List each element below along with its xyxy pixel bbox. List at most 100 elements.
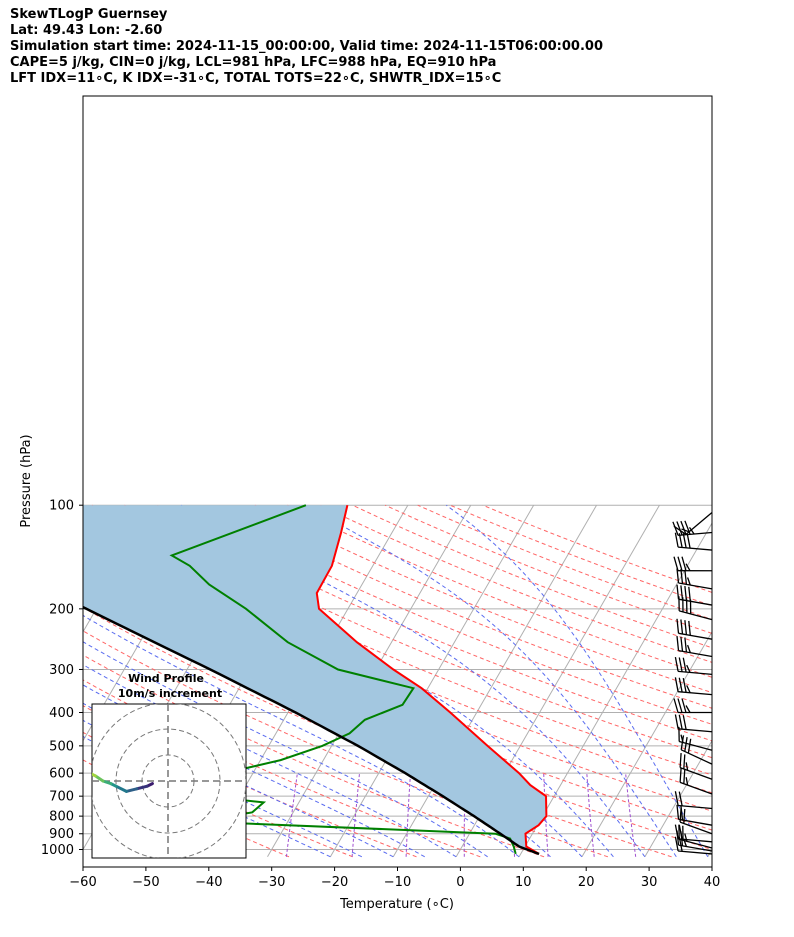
wind-barb-staff [678, 649, 713, 658]
y-tick-label: 100 [49, 499, 74, 514]
wind-barb-feather [688, 586, 691, 602]
dry-adiabat-line [287, 504, 712, 678]
wind-barb [674, 656, 713, 676]
location-line: Lat: 49.43 Lon: -2.60 [10, 23, 163, 38]
wind-barb-staff [678, 850, 713, 855]
hodograph-trace-segment [85, 768, 90, 773]
mixing-ratio-line [351, 773, 360, 857]
dewpoint-line [167, 504, 517, 855]
y-tick-label: 900 [49, 827, 74, 842]
wind-barb-feather [674, 824, 679, 840]
hodograph-trace-segment [135, 784, 149, 791]
x-tick-label: 0 [456, 875, 464, 890]
wind-barb-feather [678, 791, 683, 806]
x-tick-label: −40 [195, 875, 222, 890]
wind-barb [676, 636, 713, 658]
dry-adiabat-line [319, 504, 712, 663]
wind-barb-feather [673, 556, 679, 571]
y-tick-label: 200 [49, 602, 74, 617]
wind-barb-feather [683, 769, 686, 784]
moist-adiabat-line [446, 504, 709, 858]
x-tick-label: 40 [704, 875, 721, 890]
dry-adiabat-line [83, 630, 609, 858]
wind-barb [674, 824, 713, 843]
wind-barb-feather [684, 569, 688, 585]
wind-barb-feather [680, 619, 684, 635]
dry-adiabat-line [83, 584, 712, 851]
dry-adiabat-line [189, 504, 712, 725]
hodograph-subtitle: 10m/s increment [118, 687, 222, 700]
moist-adiabat-line [83, 684, 425, 858]
moist-adiabat-line [180, 504, 646, 858]
hodograph-trace-segment [92, 772, 97, 778]
y-tick-label: 1000 [41, 843, 74, 858]
wind-barb-feather [674, 836, 679, 852]
wind-barb-feather [684, 586, 688, 601]
wind-barb-feather [684, 620, 688, 635]
wind-barb [674, 791, 713, 810]
wind-barb-feather [680, 585, 684, 600]
wind-barb [673, 511, 713, 535]
wind-barb [674, 532, 713, 551]
hodograph-inset: Wind Profile 10m/s increment [85, 672, 247, 859]
y-tick-label: 600 [49, 767, 74, 782]
isotherm-line [329, 504, 535, 858]
cape-fill-area [83, 505, 547, 854]
wind-barb [676, 804, 713, 826]
wind-barb-feather [680, 636, 684, 652]
wind-barb-feather [685, 563, 691, 572]
hodograph-trace-segment [114, 784, 128, 793]
parcel-path-line [83, 605, 540, 856]
moist-adiabat-line [303, 504, 677, 858]
wind-barb-feather [685, 762, 689, 771]
y-tick-label: 800 [49, 810, 74, 825]
axes: −60 −50 −40 −30 −20 −10 0 10 20 30 40 100 200 300 400 5… [41, 499, 720, 890]
wind-barb-feather [681, 556, 687, 571]
wind-barb-feather [674, 677, 679, 692]
x-tick-label: −50 [132, 875, 159, 890]
isotherm-line [392, 504, 597, 858]
wind-barb-staff [678, 728, 713, 733]
wind-barb [676, 618, 713, 640]
hodograph-trace-segment [124, 787, 139, 793]
wind-barb-feather [681, 698, 687, 713]
x-tick-label: 10 [515, 875, 532, 890]
wind-barb-staff [678, 546, 713, 551]
isotherm-line [83, 504, 94, 525]
dry-adiabat-line [254, 504, 712, 694]
wind-barb-feather [680, 520, 687, 535]
wind-barb-feather [678, 824, 683, 840]
y-tick-label: 500 [49, 739, 74, 754]
dry-adiabat-line [221, 504, 712, 709]
wind-barb-feather [674, 714, 679, 729]
isotherm-line [644, 739, 712, 858]
x-tick-label: −10 [384, 875, 411, 890]
wind-barb-staff [678, 844, 713, 852]
mixing-ratio-line [625, 773, 637, 857]
wind-barb-feather [676, 618, 680, 634]
wind-barb [674, 677, 713, 696]
x-tick-label: 30 [641, 875, 658, 890]
isotherm-line [518, 522, 712, 858]
mixing-ratio-line [405, 773, 411, 857]
y-tick-label: 300 [49, 663, 74, 678]
wind-barb [674, 714, 713, 733]
moist-adiabat-line [83, 719, 363, 858]
wind-barb-feather [684, 736, 688, 752]
wind-barb-feather [686, 664, 691, 673]
wind-barb [673, 698, 713, 714]
wind-barb-feather [680, 734, 684, 743]
wind-barb-staff [678, 804, 713, 810]
wind-barb-feather [673, 698, 679, 713]
wind-barb-feather [686, 644, 691, 653]
wind-barb-staff [678, 691, 713, 696]
wind-barb-feather [688, 620, 691, 636]
x-axis-label: Temperature (∘C) [339, 897, 454, 912]
mixing-ratio-line [463, 773, 466, 857]
dry-adiabat-line [83, 679, 481, 858]
wind-barb-feather [682, 657, 687, 673]
wind-barb-staff [678, 670, 713, 676]
mixing-ratio-line [285, 773, 298, 857]
isotherm-line [0, 505, 30, 857]
